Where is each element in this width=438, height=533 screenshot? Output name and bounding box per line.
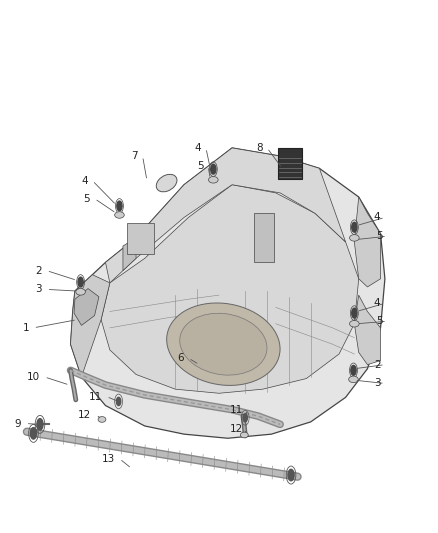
Text: 2: 2 [35,265,42,276]
Circle shape [117,201,122,211]
Text: 4: 4 [195,143,201,153]
Ellipse shape [180,313,267,375]
Text: 13: 13 [102,454,115,464]
Text: 11: 11 [230,405,244,415]
Circle shape [352,222,357,232]
Circle shape [351,366,356,375]
Text: 4: 4 [374,213,381,222]
Text: 7: 7 [131,151,138,161]
Circle shape [211,164,216,174]
Ellipse shape [156,174,177,192]
Text: 3: 3 [35,285,42,294]
Bar [278,148,302,179]
Polygon shape [74,288,99,325]
Circle shape [243,414,247,422]
Polygon shape [71,274,110,377]
Circle shape [30,427,36,439]
Text: 12: 12 [78,409,92,419]
Text: 5: 5 [84,193,90,204]
Circle shape [78,277,83,287]
Bar [127,223,153,254]
Ellipse shape [208,176,218,183]
Text: 5: 5 [376,231,383,241]
Ellipse shape [349,376,358,383]
Polygon shape [71,148,385,438]
Ellipse shape [76,288,85,295]
Circle shape [288,470,294,481]
Polygon shape [101,185,359,393]
Text: 4: 4 [374,298,381,308]
Polygon shape [354,295,381,365]
Ellipse shape [350,320,359,327]
Ellipse shape [167,303,280,385]
Text: 4: 4 [81,176,88,185]
Text: 6: 6 [177,353,184,363]
Text: 5: 5 [376,316,383,326]
Text: 9: 9 [14,418,21,429]
Text: 3: 3 [374,378,381,389]
Ellipse shape [115,212,124,218]
Ellipse shape [350,235,359,241]
Polygon shape [123,238,136,271]
Text: 12: 12 [230,424,244,434]
Circle shape [37,418,43,430]
Polygon shape [354,197,381,287]
Ellipse shape [98,417,106,422]
Bar [254,213,274,262]
Text: 1: 1 [22,323,29,333]
Polygon shape [106,148,346,283]
Text: 11: 11 [89,392,102,401]
Text: 2: 2 [374,360,381,370]
Circle shape [352,308,357,318]
Ellipse shape [240,432,248,438]
Text: 8: 8 [256,143,263,153]
Text: 5: 5 [197,161,204,171]
Text: 10: 10 [27,372,40,382]
Circle shape [117,398,121,406]
